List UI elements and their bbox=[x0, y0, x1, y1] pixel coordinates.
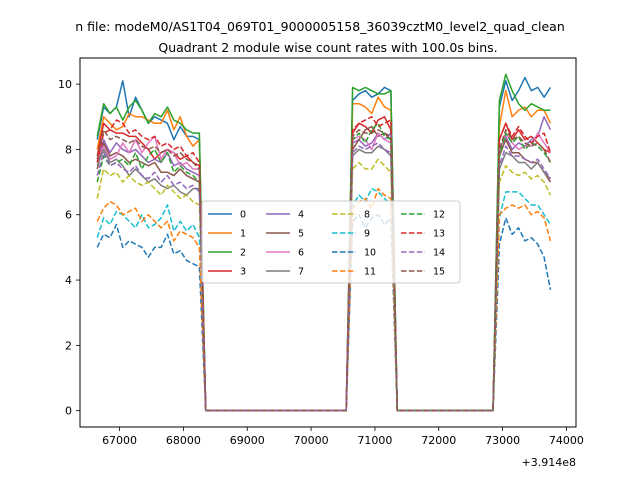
legend-label-12: 12 bbox=[433, 210, 445, 221]
y-tick-label: 2 bbox=[65, 339, 72, 352]
x-axis: 67000 68000 69000 70000 71000 72000 73000 74000 bbox=[102, 427, 584, 447]
plot-frame bbox=[79, 57, 577, 428]
legend-label-7: 7 bbox=[298, 267, 304, 278]
x-tick-label: 70000 bbox=[294, 434, 329, 447]
legend-label-1: 1 bbox=[240, 229, 246, 240]
legend-label-11: 11 bbox=[364, 267, 376, 278]
x-tick-label: 71000 bbox=[357, 434, 392, 447]
x-tick-label: 67000 bbox=[102, 434, 137, 447]
series-layer bbox=[96, 73, 552, 412]
x-tick-label: 68000 bbox=[166, 434, 201, 447]
legend-label-8: 8 bbox=[364, 210, 370, 221]
y-tick-label: 8 bbox=[65, 143, 72, 156]
legend-box bbox=[201, 200, 461, 284]
legend-label-3: 3 bbox=[240, 267, 246, 278]
legend-label-5: 5 bbox=[298, 229, 304, 240]
y-tick-label: 4 bbox=[65, 274, 72, 287]
legend-label-14: 14 bbox=[433, 248, 445, 259]
x-tick-label: 73000 bbox=[485, 434, 520, 447]
legend-label-2: 2 bbox=[240, 248, 246, 259]
figure-suptitle: n file: modeM0/AS1T04_069T01_9000005158_… bbox=[75, 19, 565, 34]
x-tick-label: 72000 bbox=[421, 434, 456, 447]
legend-label-6: 6 bbox=[298, 248, 304, 259]
legend-label-15: 15 bbox=[433, 267, 445, 278]
y-axis: 0 2 4 6 8 10 bbox=[58, 78, 80, 418]
series-line-15 bbox=[96, 129, 552, 412]
x-offset-label: +3.914e8 bbox=[522, 456, 576, 469]
series-line-8 bbox=[96, 158, 552, 412]
legend-label-0: 0 bbox=[240, 210, 246, 221]
y-tick-label: 10 bbox=[58, 78, 72, 91]
legend-label-13: 13 bbox=[433, 229, 445, 240]
legend-label-4: 4 bbox=[298, 210, 304, 221]
y-tick-label: 0 bbox=[65, 405, 72, 418]
x-tick-label: 74000 bbox=[549, 434, 584, 447]
y-tick-label: 6 bbox=[65, 209, 72, 222]
legend-label-9: 9 bbox=[364, 229, 370, 240]
x-tick-label: 69000 bbox=[230, 434, 265, 447]
legend-label-10: 10 bbox=[364, 248, 376, 259]
axes-title: Quadrant 2 module wise count rates with … bbox=[158, 40, 497, 55]
